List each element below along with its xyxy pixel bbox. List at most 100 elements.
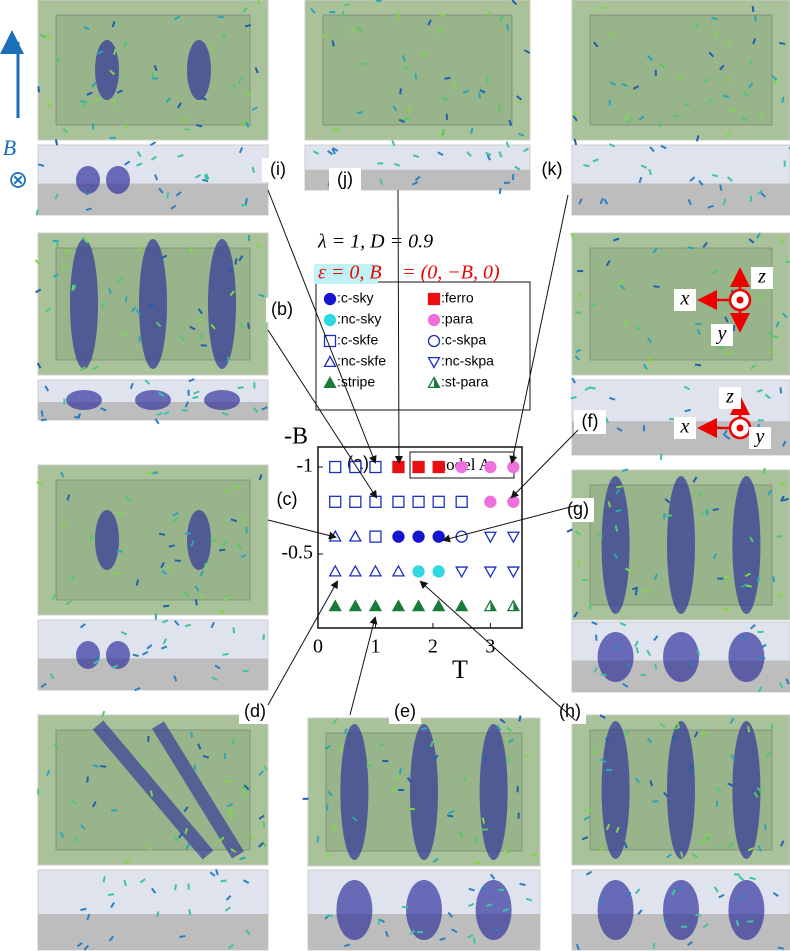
top-view-inner [590, 15, 772, 125]
spin [712, 175, 718, 176]
spin [157, 911, 158, 917]
y-tick-label: -1 [296, 455, 313, 477]
spin [400, 88, 401, 94]
field-label: B⃗ [3, 135, 34, 160]
spin-texture [406, 880, 442, 940]
spin [327, 916, 333, 917]
marker [413, 496, 424, 507]
spin [666, 515, 672, 516]
marker [433, 531, 444, 542]
figure: model A (a) -B T λ = 1, D = 0.9 ε = 0, B… [0, 0, 790, 951]
marker [325, 294, 336, 305]
spin-texture [106, 641, 130, 669]
spin [494, 930, 500, 931]
marker [370, 462, 381, 473]
spin [148, 845, 149, 851]
spin-texture [728, 632, 764, 682]
x-tick-label: 3 [485, 636, 495, 658]
spin [705, 835, 711, 836]
spin [596, 635, 597, 641]
spin [734, 874, 740, 875]
spin [184, 129, 190, 130]
phase-diagram: model A (a) -B T λ = 1, D = 0.9 ε = 0, B… [281, 231, 530, 684]
spin [500, 188, 501, 194]
spin [474, 863, 480, 864]
spin [167, 193, 168, 199]
field-indicator: B⃗ ⊗ [3, 42, 34, 194]
spin [182, 410, 188, 411]
marker [413, 531, 424, 542]
spin [748, 726, 749, 732]
spin [707, 510, 708, 516]
y-tick-label: -0.5 [281, 542, 313, 564]
spin [720, 185, 721, 191]
spin [42, 411, 43, 417]
legend-label: :c-sky [337, 290, 374, 306]
spin [479, 92, 480, 98]
spin [513, 174, 514, 180]
spin [580, 293, 581, 299]
spin [673, 116, 679, 117]
spin [245, 25, 251, 26]
spin [519, 716, 520, 722]
spin [169, 545, 175, 546]
spin [163, 606, 169, 607]
marker [429, 315, 440, 326]
spin [400, 768, 401, 774]
legend-label: :nc-sky [337, 311, 381, 327]
marker [429, 336, 440, 347]
axis-label: y [716, 323, 727, 345]
x-tick-label: 2 [428, 636, 438, 658]
panel-label: (b) [271, 299, 293, 319]
spin [191, 732, 192, 738]
spin [221, 881, 227, 882]
spin [179, 936, 185, 937]
panel-label: (k) [542, 159, 563, 179]
legend-label: :ferro [441, 290, 474, 306]
spin [133, 655, 139, 656]
spin [100, 766, 106, 767]
side-view-floor [38, 184, 268, 216]
spin [520, 884, 526, 885]
spin [93, 123, 94, 129]
spin [224, 781, 230, 782]
spin [317, 836, 318, 842]
spin [81, 909, 87, 910]
spin-texture [208, 239, 236, 369]
spin [734, 325, 735, 331]
spin [777, 536, 783, 537]
axis-label: z [757, 266, 766, 288]
spin [87, 777, 88, 783]
marker [393, 531, 404, 542]
x-axis-label: T [452, 655, 468, 684]
spin [263, 822, 264, 828]
spin [108, 894, 114, 895]
legend-label: :c-skfe [337, 332, 378, 348]
spin-texture [187, 40, 211, 100]
top-view-inner [56, 480, 250, 600]
spin [56, 139, 57, 145]
axis-origin-dot [737, 425, 744, 432]
spin-texture [76, 166, 100, 194]
spin-texture [95, 510, 119, 570]
spin-texture [728, 880, 764, 940]
spin-texture [66, 390, 102, 410]
spin [758, 577, 759, 583]
spin [357, 112, 363, 113]
marker [413, 462, 424, 473]
panel-label: (i) [270, 159, 286, 179]
marker [393, 462, 404, 473]
spin [683, 104, 689, 105]
spin [409, 107, 410, 113]
params: λ = 1, D = 0.9 [317, 231, 433, 253]
marker [433, 566, 444, 577]
marker [330, 462, 341, 473]
spin [454, 83, 455, 89]
spin [483, 818, 484, 824]
spin-texture [732, 721, 760, 859]
spin [192, 397, 198, 398]
spin [644, 591, 650, 592]
spin [664, 513, 665, 519]
spin-texture [336, 880, 372, 940]
spin [753, 6, 754, 12]
